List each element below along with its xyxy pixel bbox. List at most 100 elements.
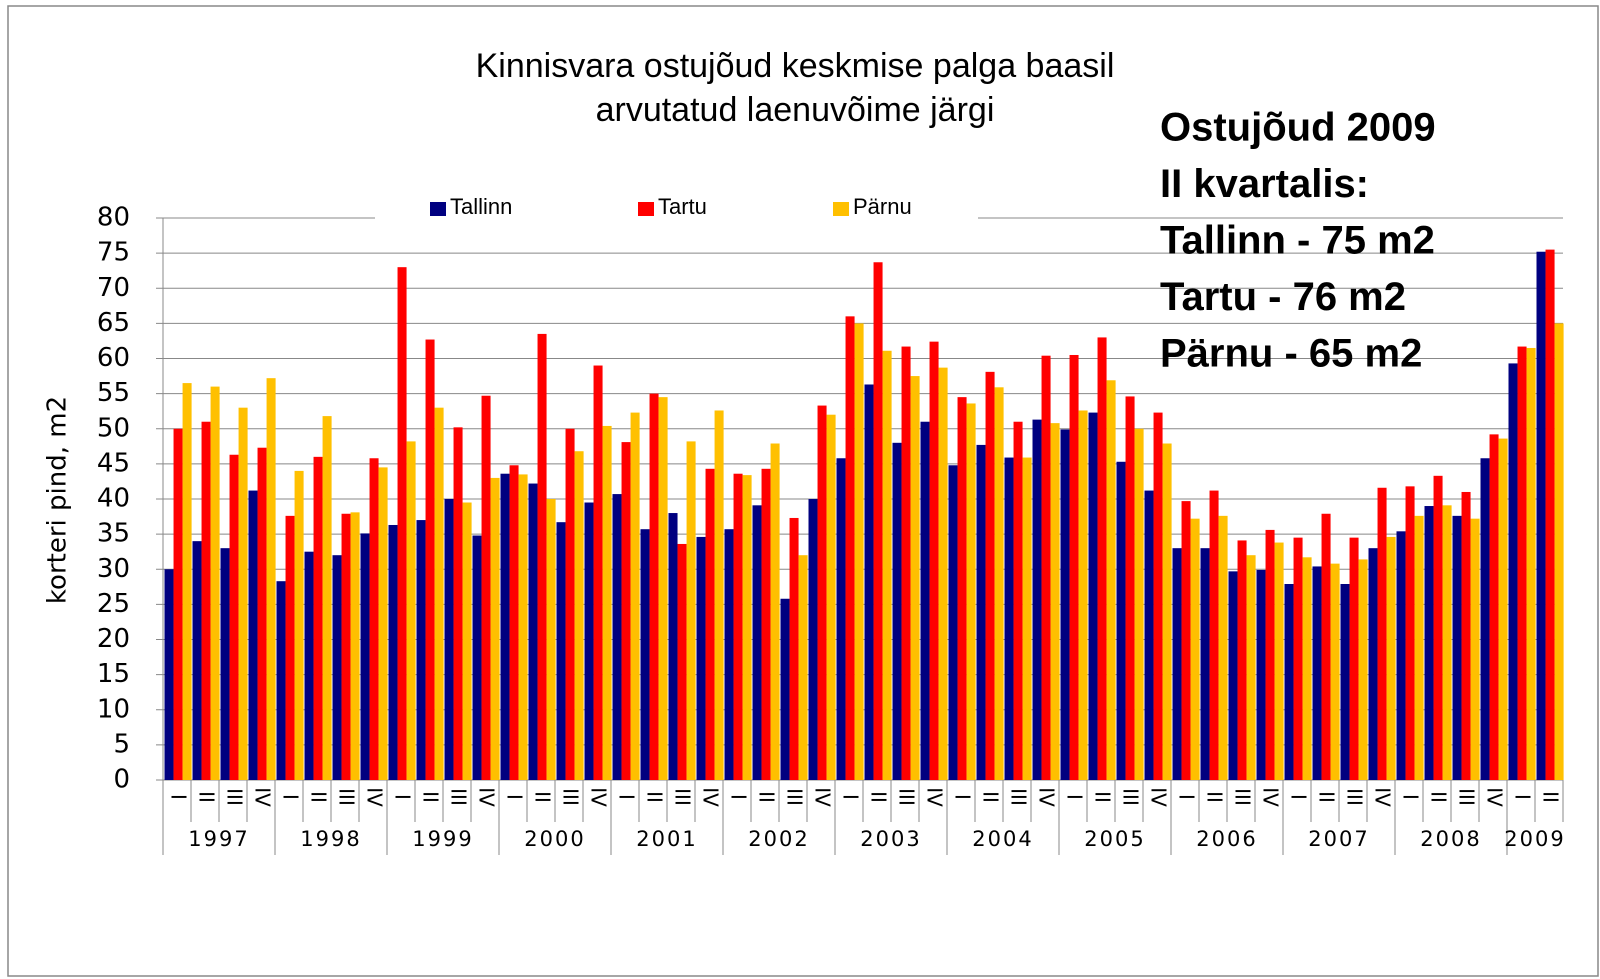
bar bbox=[201, 421, 211, 780]
y-axis-label: korteri pind, m2 bbox=[43, 396, 73, 604]
bar bbox=[294, 470, 304, 780]
bar bbox=[696, 536, 706, 780]
x-tick-label: IV bbox=[1483, 787, 1507, 807]
bar bbox=[1097, 337, 1107, 780]
x-group-label: 2001 bbox=[636, 827, 697, 851]
annotation: Ostujõud 2009 bbox=[1160, 106, 1436, 150]
x-tick-label: IV bbox=[1035, 787, 1059, 807]
bar bbox=[742, 475, 752, 780]
bar bbox=[1498, 438, 1508, 780]
bar bbox=[1041, 355, 1051, 780]
annotation: Pärnu - 65 m2 bbox=[1160, 332, 1422, 376]
bar bbox=[1209, 490, 1219, 780]
x-tick-label: II bbox=[1203, 791, 1227, 803]
bar bbox=[948, 465, 958, 780]
bar bbox=[1237, 540, 1247, 780]
bar bbox=[285, 515, 295, 780]
bar bbox=[1330, 563, 1340, 780]
bar bbox=[602, 425, 612, 780]
chart-title: arvutatud laenuvõime järgi bbox=[596, 91, 995, 129]
x-tick-label: IV bbox=[363, 787, 387, 807]
bar bbox=[406, 441, 416, 780]
bar bbox=[164, 569, 174, 780]
bar bbox=[313, 456, 323, 780]
bar bbox=[1181, 501, 1191, 780]
bar bbox=[649, 393, 659, 780]
bar bbox=[826, 414, 836, 780]
y-tick-label: 5 bbox=[113, 729, 130, 759]
bar bbox=[453, 427, 463, 780]
bar bbox=[882, 350, 892, 780]
x-tick-label: I bbox=[727, 794, 751, 800]
x-tick-label: III bbox=[1455, 788, 1479, 806]
y-tick-label: 60 bbox=[97, 343, 130, 373]
bar bbox=[1116, 461, 1126, 780]
bar bbox=[1032, 419, 1042, 780]
y-tick-label: 15 bbox=[97, 659, 130, 689]
bar bbox=[1200, 548, 1210, 780]
y-tick-label: 50 bbox=[97, 413, 130, 443]
bar bbox=[266, 378, 276, 780]
chart-title: Kinnisvara ostujõud keskmise palga baasi… bbox=[476, 47, 1115, 85]
x-tick-label: IV bbox=[1147, 787, 1171, 807]
x-group-label: 1998 bbox=[300, 827, 361, 851]
bar bbox=[472, 535, 482, 780]
y-tick-label: 35 bbox=[97, 519, 130, 549]
bar bbox=[808, 499, 818, 780]
x-tick-label: IV bbox=[587, 787, 611, 807]
x-tick-label: III bbox=[335, 788, 359, 806]
x-tick-label: I bbox=[839, 794, 863, 800]
bar bbox=[1386, 536, 1396, 780]
bar bbox=[1377, 487, 1387, 780]
bar bbox=[836, 458, 846, 780]
bar bbox=[733, 473, 743, 780]
x-tick-label: IV bbox=[475, 787, 499, 807]
x-tick-label: I bbox=[1287, 794, 1311, 800]
bar bbox=[192, 541, 202, 780]
bar bbox=[1368, 548, 1378, 780]
bar bbox=[724, 529, 734, 780]
bar bbox=[686, 441, 696, 780]
bar bbox=[304, 551, 314, 780]
x-tick-label: III bbox=[559, 788, 583, 806]
bar bbox=[1424, 506, 1434, 780]
legend-box bbox=[375, 190, 978, 226]
bar bbox=[546, 499, 556, 780]
x-tick-label: II bbox=[643, 791, 667, 803]
bar bbox=[462, 502, 472, 780]
y-tick-label: 65 bbox=[97, 308, 130, 338]
bar bbox=[416, 520, 426, 780]
bar bbox=[1554, 323, 1564, 780]
bar bbox=[798, 555, 808, 780]
bar bbox=[182, 383, 192, 780]
bar bbox=[780, 598, 790, 780]
x-tick-label: II bbox=[1315, 791, 1339, 803]
y-tick-label: 75 bbox=[97, 238, 130, 268]
x-tick-label: III bbox=[895, 788, 919, 806]
x-group-label: 2006 bbox=[1196, 827, 1257, 851]
bar bbox=[854, 323, 864, 780]
x-group-label: 2002 bbox=[748, 827, 809, 851]
bar bbox=[574, 451, 584, 780]
bar bbox=[1162, 443, 1172, 780]
y-tick-label: 55 bbox=[97, 378, 130, 408]
bar bbox=[1284, 584, 1294, 780]
bar bbox=[238, 407, 248, 780]
y-tick-label: 25 bbox=[97, 589, 130, 619]
bar bbox=[1144, 490, 1154, 780]
x-group-label: 2005 bbox=[1084, 827, 1145, 851]
x-tick-label: I bbox=[503, 794, 527, 800]
bar bbox=[593, 365, 603, 780]
x-tick-label: III bbox=[1007, 788, 1031, 806]
x-tick-label: II bbox=[307, 791, 331, 803]
y-tick-label: 45 bbox=[97, 448, 130, 478]
bar bbox=[1004, 457, 1014, 780]
bar bbox=[509, 465, 519, 780]
bar bbox=[276, 581, 286, 780]
x-tick-label: II bbox=[1427, 791, 1451, 803]
bar bbox=[761, 468, 771, 780]
x-tick-label: III bbox=[783, 788, 807, 806]
bar bbox=[1536, 251, 1546, 781]
bar bbox=[341, 513, 351, 780]
bar bbox=[714, 410, 724, 780]
